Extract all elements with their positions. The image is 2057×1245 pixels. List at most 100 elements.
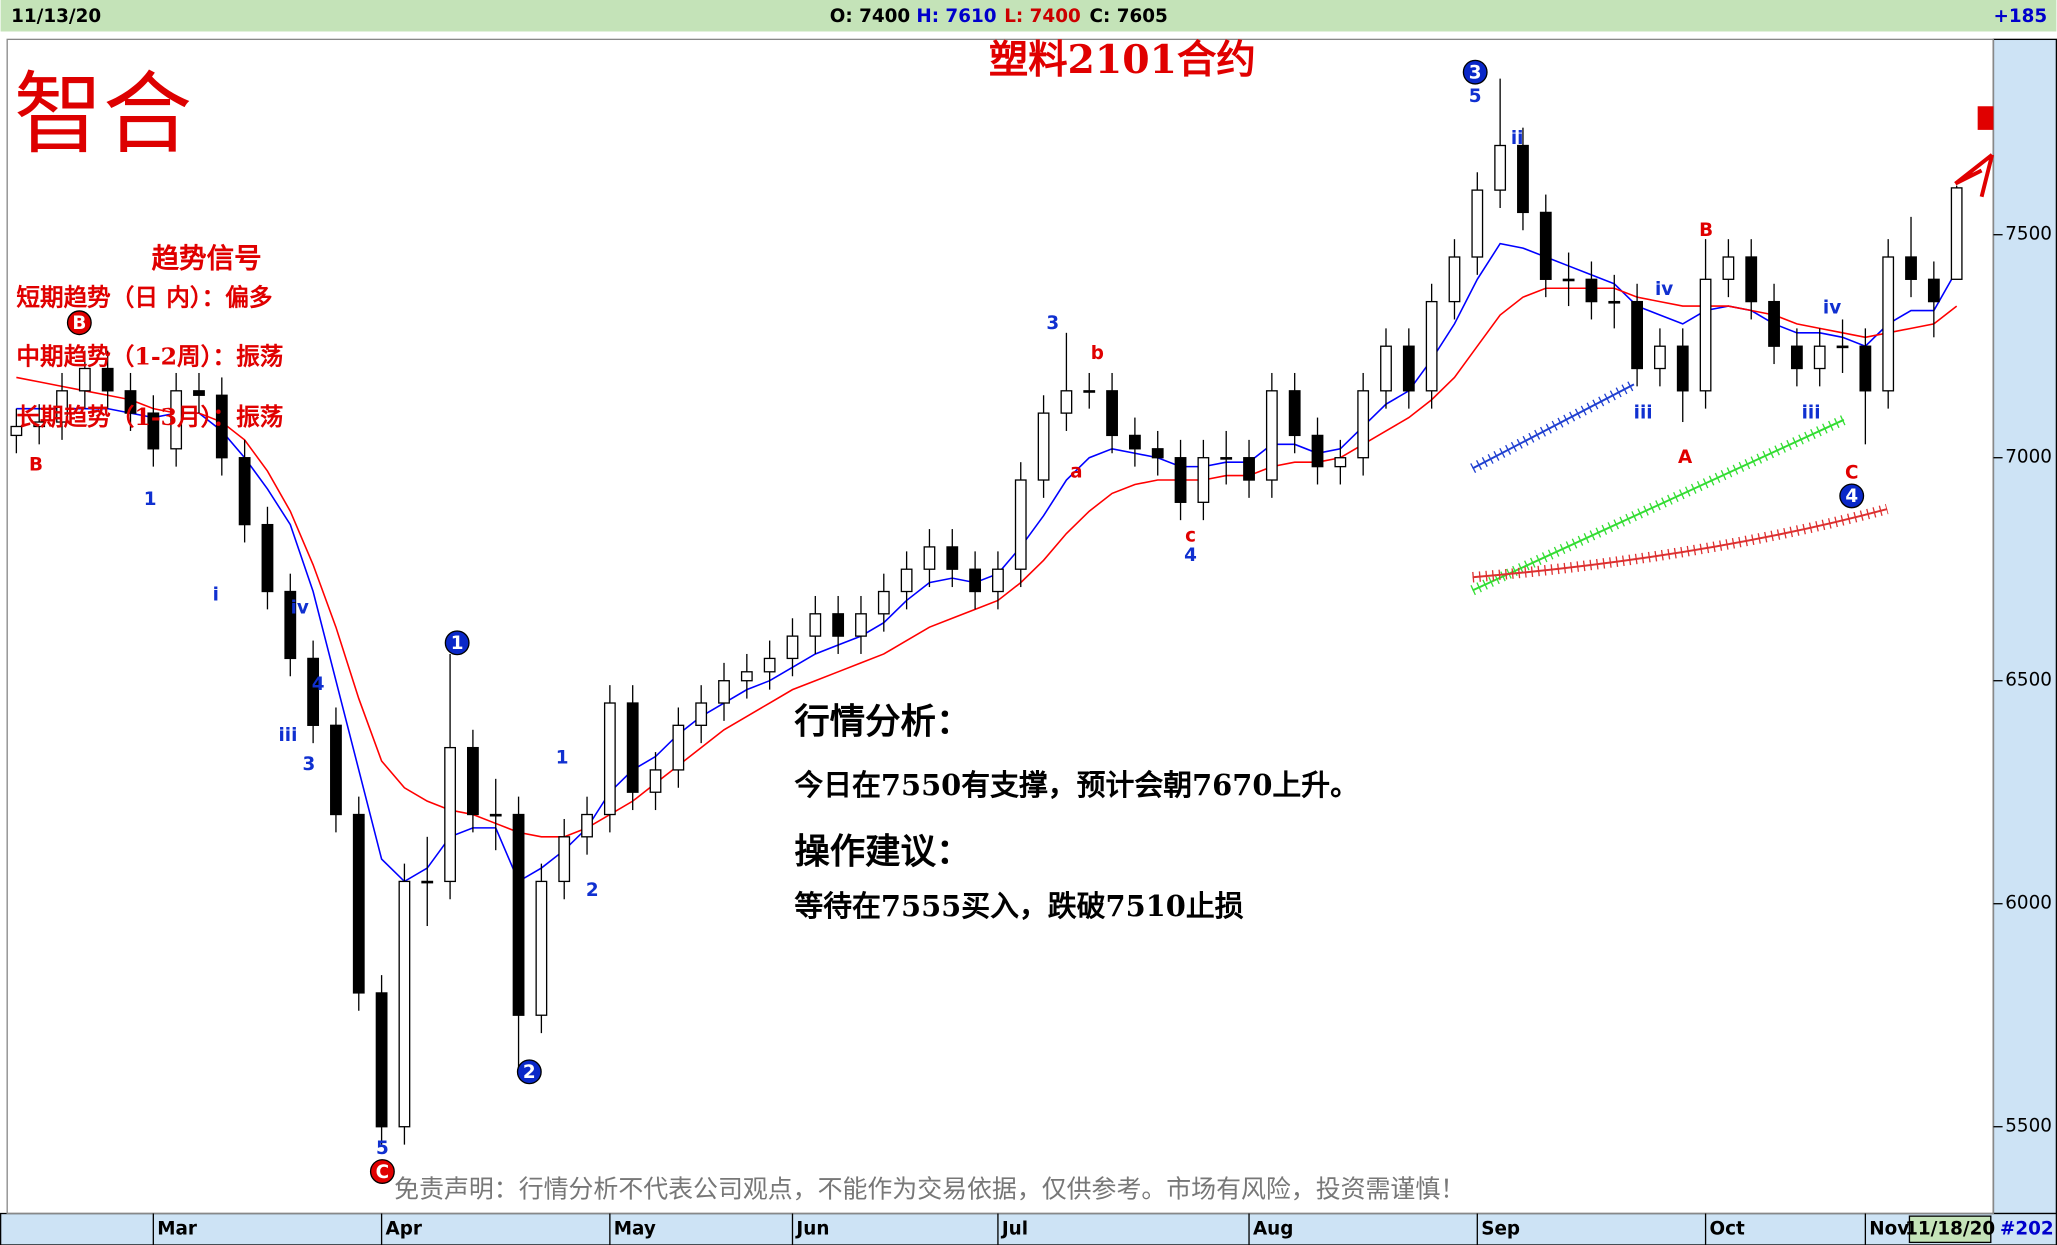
wave-label: iii — [1802, 402, 1821, 423]
footer-date: 11/18/20 — [1905, 1218, 1995, 1239]
wave-label: iv — [1655, 279, 1673, 300]
candle-body — [330, 724, 342, 816]
candle-body — [649, 769, 662, 793]
wave-circle — [516, 1059, 542, 1085]
logo: 智合 — [14, 63, 192, 167]
wave-label: 4 — [1184, 545, 1197, 566]
candle-body — [1448, 256, 1461, 303]
candle-body — [56, 390, 68, 423]
candle-body — [261, 523, 274, 593]
candle-body — [215, 394, 228, 459]
candle-body — [1927, 278, 1940, 303]
wave-label: 2 — [586, 880, 599, 901]
x-tick-label: Mar — [157, 1218, 197, 1239]
candle-body — [124, 390, 137, 414]
candle-body — [1128, 434, 1141, 450]
wave-label: iv — [1823, 297, 1841, 318]
x-tick-label: Nov — [1869, 1218, 1909, 1239]
candle-body — [809, 613, 822, 637]
candle-body — [1311, 434, 1324, 468]
header-open: O: 7400 — [830, 6, 910, 27]
candle-body — [1836, 345, 1849, 349]
y-axis-panel — [1992, 38, 2057, 1215]
candle-body — [581, 813, 593, 838]
candle-body — [1859, 345, 1872, 392]
x-tick-label: May — [614, 1218, 656, 1239]
y-tick-label: 7000 — [2005, 447, 2052, 468]
wave-label: c — [1185, 526, 1196, 547]
wave-label: B — [72, 313, 86, 334]
advice-text: 等待在7555买入，跌破7510止损 — [794, 889, 1243, 923]
candle-body — [421, 880, 434, 884]
candle-body — [1083, 390, 1096, 393]
candle-body — [832, 613, 845, 637]
candle-body — [1676, 345, 1689, 392]
header-low: L: 7400 — [1004, 6, 1081, 27]
candle-body — [1585, 278, 1598, 303]
candle-body — [1950, 187, 1963, 280]
wave-circle — [369, 1159, 395, 1184]
candle-body — [1220, 457, 1233, 460]
header-close: C: 7605 — [1090, 6, 1168, 27]
candle-body — [946, 546, 959, 570]
candle-body — [855, 613, 867, 637]
candle-body — [1060, 390, 1073, 414]
candle-body — [238, 457, 251, 526]
candle-body — [1905, 256, 1917, 280]
candle-body — [1539, 211, 1552, 280]
wave-label: iii — [278, 725, 297, 746]
candle-body — [1151, 448, 1164, 459]
candle-body — [923, 546, 936, 570]
candle-body — [1037, 412, 1050, 481]
candle-body — [1197, 457, 1210, 503]
y-tick-label: 7500 — [2005, 224, 2052, 245]
candle-body — [375, 992, 388, 1128]
x-tick-label: Apr — [386, 1218, 422, 1239]
analysis-title: 行情分析： — [794, 702, 971, 743]
candle-body — [147, 412, 160, 450]
wave-circle — [1462, 59, 1488, 85]
wave-label: A — [1678, 447, 1693, 468]
candle-body — [1722, 256, 1735, 280]
wave-label: B — [1699, 220, 1713, 241]
candle-body — [1174, 457, 1187, 503]
candle-body — [1631, 300, 1643, 370]
candle-body — [969, 568, 982, 593]
header-date: 11/13/20 — [11, 6, 101, 27]
wave-label: i — [213, 585, 219, 606]
candle-body — [1014, 479, 1027, 570]
candle-body — [603, 702, 616, 816]
candle-body — [1265, 390, 1278, 481]
wave-circle — [66, 310, 92, 336]
wave-label: iii — [1634, 402, 1653, 423]
signal-line: 中期趋势（1-2周）：振荡 — [16, 343, 283, 371]
candle-body — [1471, 189, 1484, 258]
advice-title: 操作建议： — [794, 832, 971, 873]
wave-label: 5 — [1469, 86, 1482, 107]
candle-body — [626, 702, 639, 793]
wave-label: a — [1070, 461, 1082, 482]
x-tick-label: Sep — [1481, 1218, 1520, 1239]
candle-body — [1882, 256, 1895, 392]
candle-body — [1357, 390, 1370, 459]
wave-label: 2 — [523, 1062, 536, 1083]
signal-line: 短期趋势（日 内）：偏多 — [16, 284, 272, 312]
candle-body — [786, 635, 799, 660]
candle-body — [992, 568, 1004, 593]
y-tick-label: 6500 — [2005, 670, 2052, 691]
candle-body — [193, 390, 205, 396]
target-arrow — [1954, 153, 1995, 198]
signal-line: 长期趋势（1-3月）：振荡 — [16, 403, 283, 431]
candle-body — [1402, 345, 1415, 392]
candle-body — [10, 425, 23, 437]
candle-body — [467, 746, 479, 816]
analysis-text: 今日在7550有支撑，预计会朝7670上升。 — [794, 768, 1359, 802]
candle-body — [1654, 345, 1666, 370]
wave-circle — [1839, 483, 1865, 509]
candle-body — [1106, 390, 1118, 437]
channel-hatch — [1470, 415, 1847, 596]
y-tick-label: 5500 — [2005, 1116, 2052, 1137]
channel-hatch — [1470, 379, 1637, 474]
candle-body — [444, 746, 456, 883]
